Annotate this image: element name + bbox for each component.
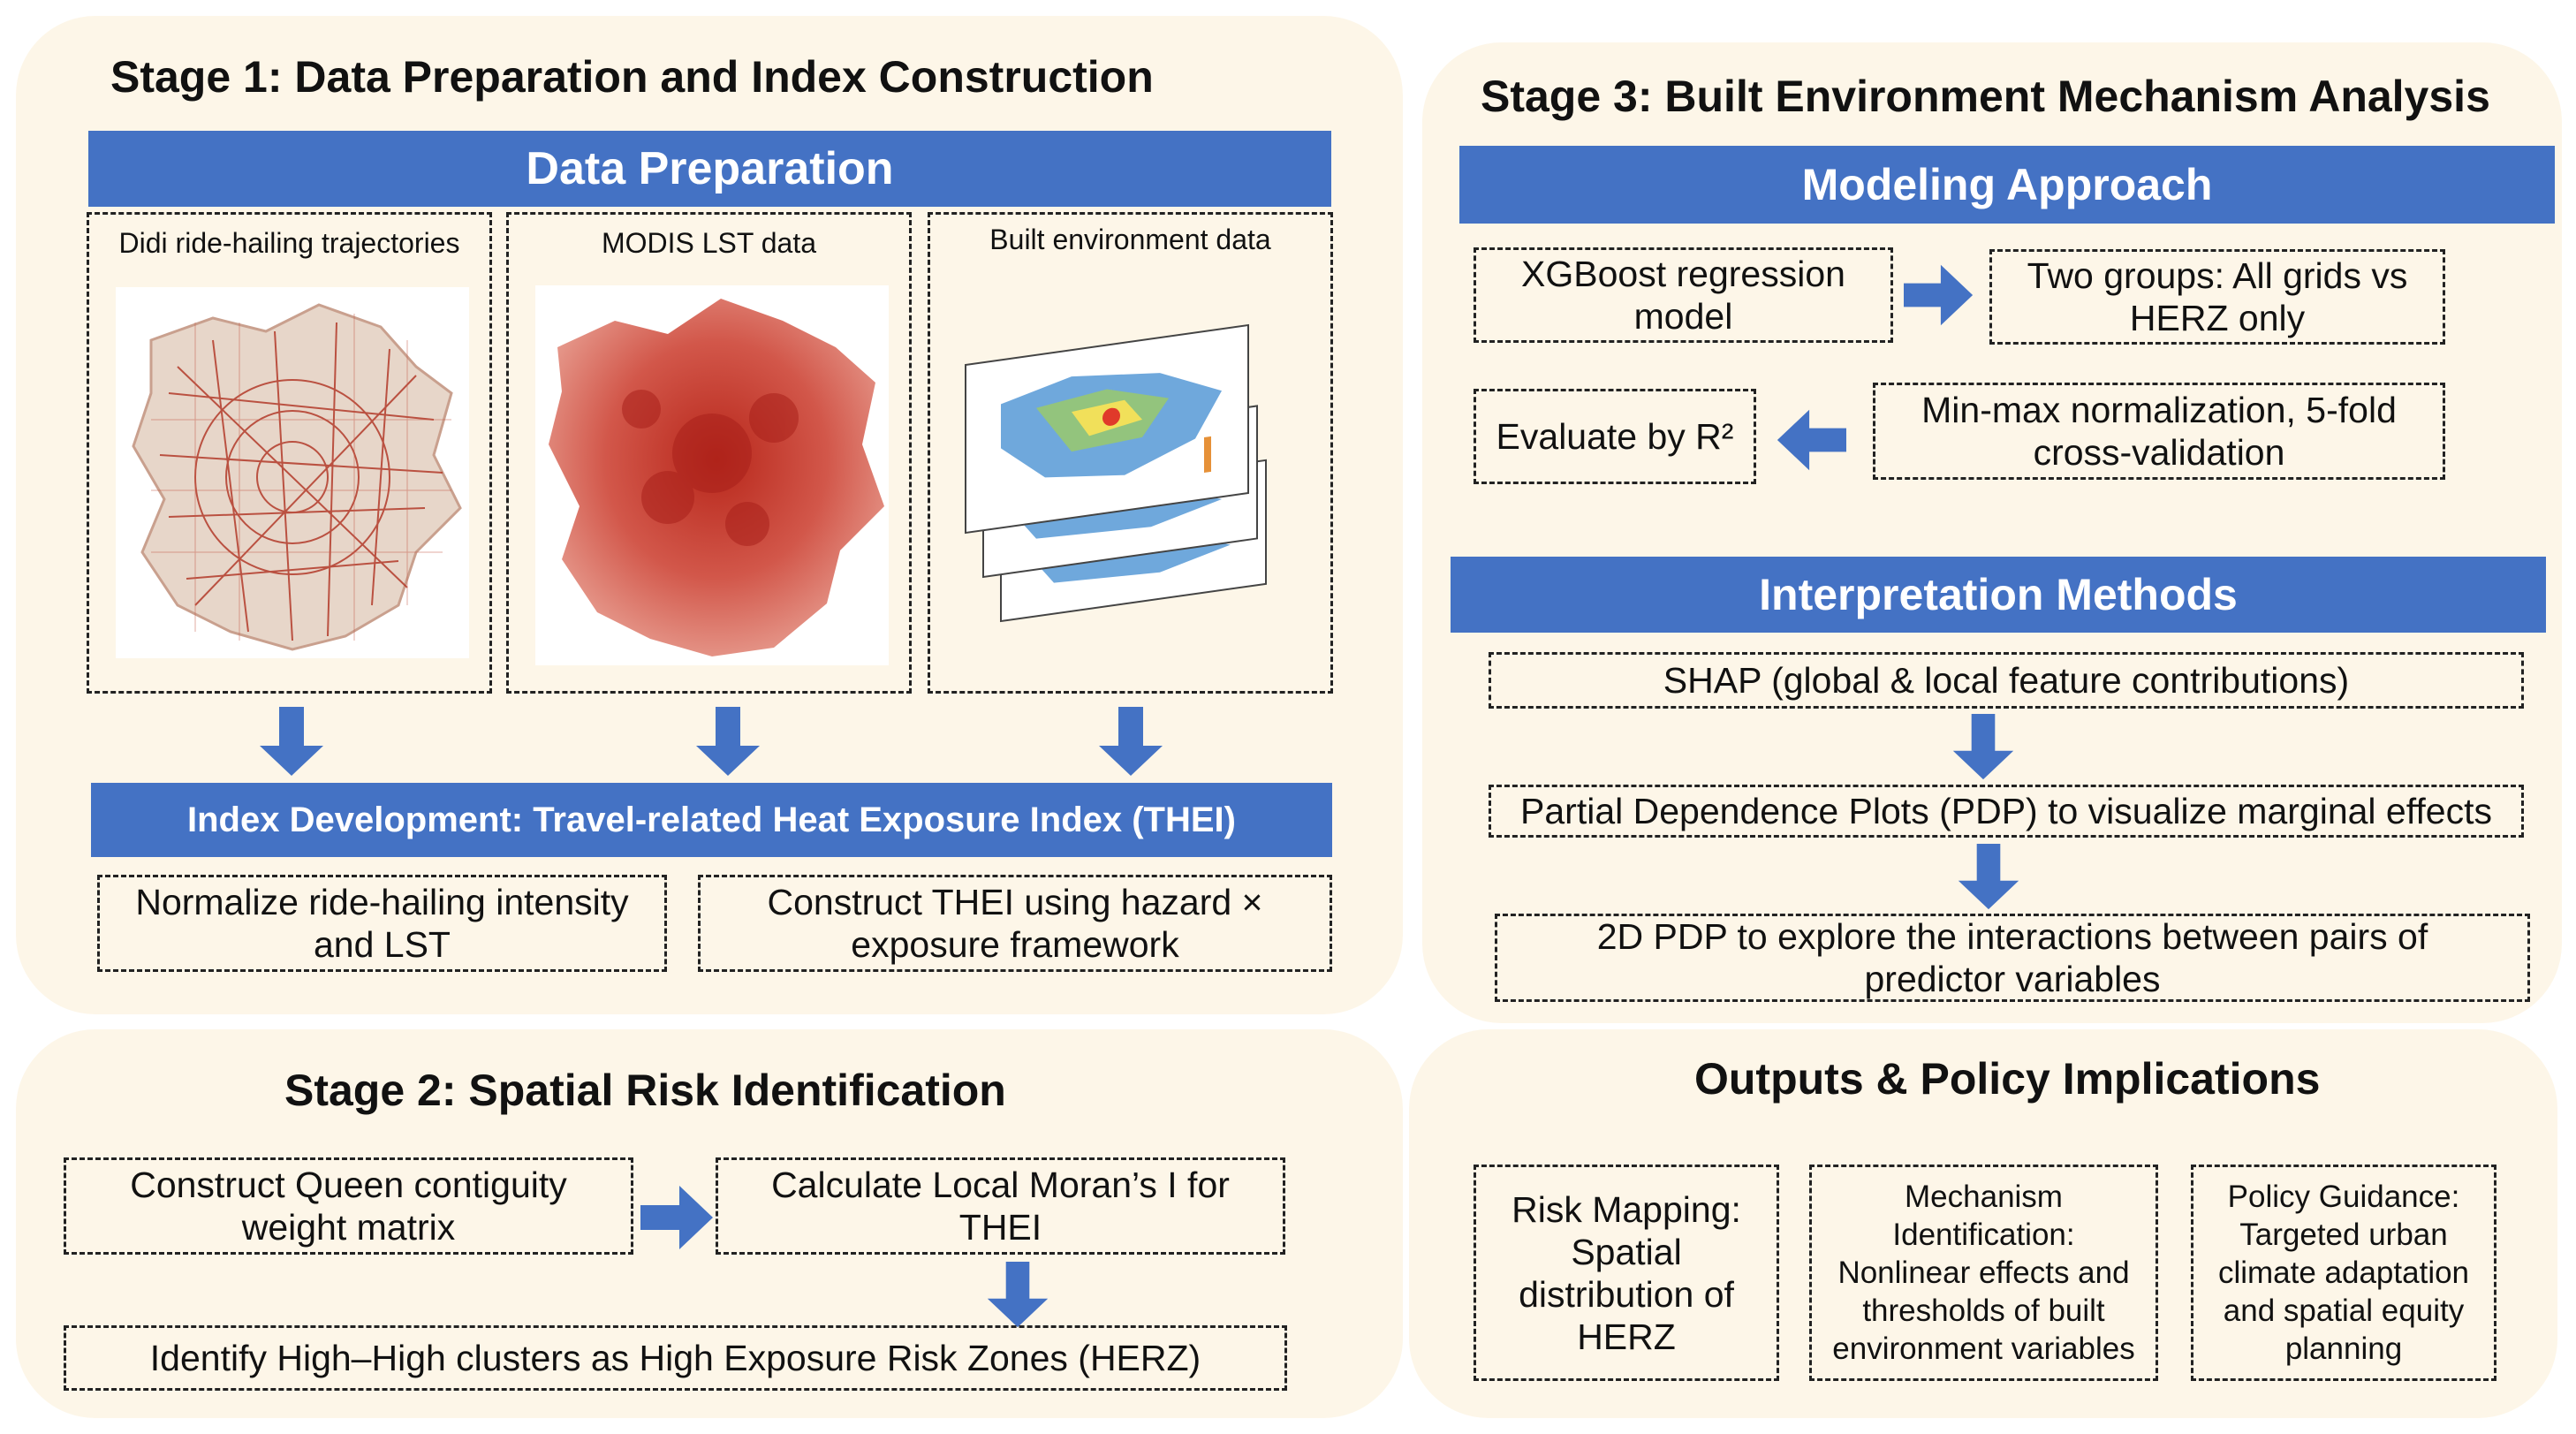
pdp-method: Partial Dependence Plots (PDP) to visual… bbox=[1489, 785, 2524, 838]
left-arrow-icon bbox=[1777, 409, 1846, 471]
lst-map-image bbox=[535, 285, 889, 665]
down-arrow-icon bbox=[1958, 844, 2019, 910]
source-built-environment: Built environment data bbox=[928, 212, 1333, 694]
stage2-title: Stage 2: Spatial Risk Identification bbox=[284, 1066, 1006, 1115]
trajectory-map-image bbox=[116, 287, 469, 658]
built-environment-layers-image bbox=[965, 323, 1267, 623]
down-arrow-icon bbox=[1952, 714, 2014, 780]
output-mechanism-identification: Mechanism Identification: Nonlinear effec… bbox=[1809, 1165, 2158, 1381]
data-preparation-header: Data Preparation bbox=[88, 131, 1331, 207]
two-groups: Two groups: All grids vs HERZ only bbox=[1989, 249, 2445, 345]
source-modis-lst: MODIS LST data bbox=[506, 212, 912, 694]
shap-method: SHAP (global & local feature contributio… bbox=[1489, 652, 2524, 709]
right-arrow-icon bbox=[640, 1186, 713, 1249]
output-policy-guidance: Policy Guidance: Targeted urban climate a… bbox=[2191, 1165, 2496, 1381]
source-label: Built environment data bbox=[989, 224, 1271, 255]
down-arrow-icon bbox=[1099, 707, 1163, 776]
source-label: Didi ride-hailing trajectories bbox=[118, 227, 460, 259]
stage3-title: Stage 3: Built Environment Mechanism Ana… bbox=[1481, 72, 2490, 121]
local-morans-step: Calculate Local Moran’s I for THEI bbox=[716, 1157, 1285, 1255]
normalize-step: Normalize ride-hailing intensity and LST bbox=[97, 875, 667, 972]
normalization-cv: Min-max normalization, 5-fold cross-valid… bbox=[1873, 383, 2445, 480]
stage1-title: Stage 1: Data Preparation and Index Cons… bbox=[110, 52, 1154, 102]
herz-identification-step: Identify High–High clusters as High Expo… bbox=[64, 1325, 1287, 1391]
modeling-approach-header: Modeling Approach bbox=[1459, 146, 2555, 224]
xgboost-model: XGBoost regression model bbox=[1474, 247, 1893, 343]
right-arrow-icon bbox=[1904, 264, 1974, 326]
construct-thei-step: Construct THEI using hazard × exposure fr… bbox=[698, 875, 1332, 972]
index-development-header: Index Development: Travel-related Heat E… bbox=[91, 783, 1332, 857]
source-label: MODIS LST data bbox=[601, 227, 817, 259]
down-arrow-icon bbox=[987, 1262, 1049, 1328]
output-risk-mapping: Risk Mapping: Spatial distribution of HERZ bbox=[1474, 1165, 1779, 1381]
outputs-title: Outputs & Policy Implications bbox=[1694, 1054, 2321, 1104]
stage2-panel bbox=[16, 1029, 1403, 1418]
down-arrow-icon bbox=[696, 707, 760, 776]
pdp-2d-method: 2D PDP to explore the interactions betwe… bbox=[1495, 914, 2530, 1002]
evaluate-r2: Evaluate by R² bbox=[1474, 389, 1756, 484]
interpretation-methods-header: Interpretation Methods bbox=[1451, 557, 2546, 633]
source-didi-trajectories: Didi ride-hailing trajectories bbox=[87, 212, 492, 694]
queen-contiguity-step: Construct Queen contiguity weight matrix bbox=[64, 1157, 633, 1255]
down-arrow-icon bbox=[260, 707, 323, 776]
outputs-panel bbox=[1409, 1029, 2557, 1418]
